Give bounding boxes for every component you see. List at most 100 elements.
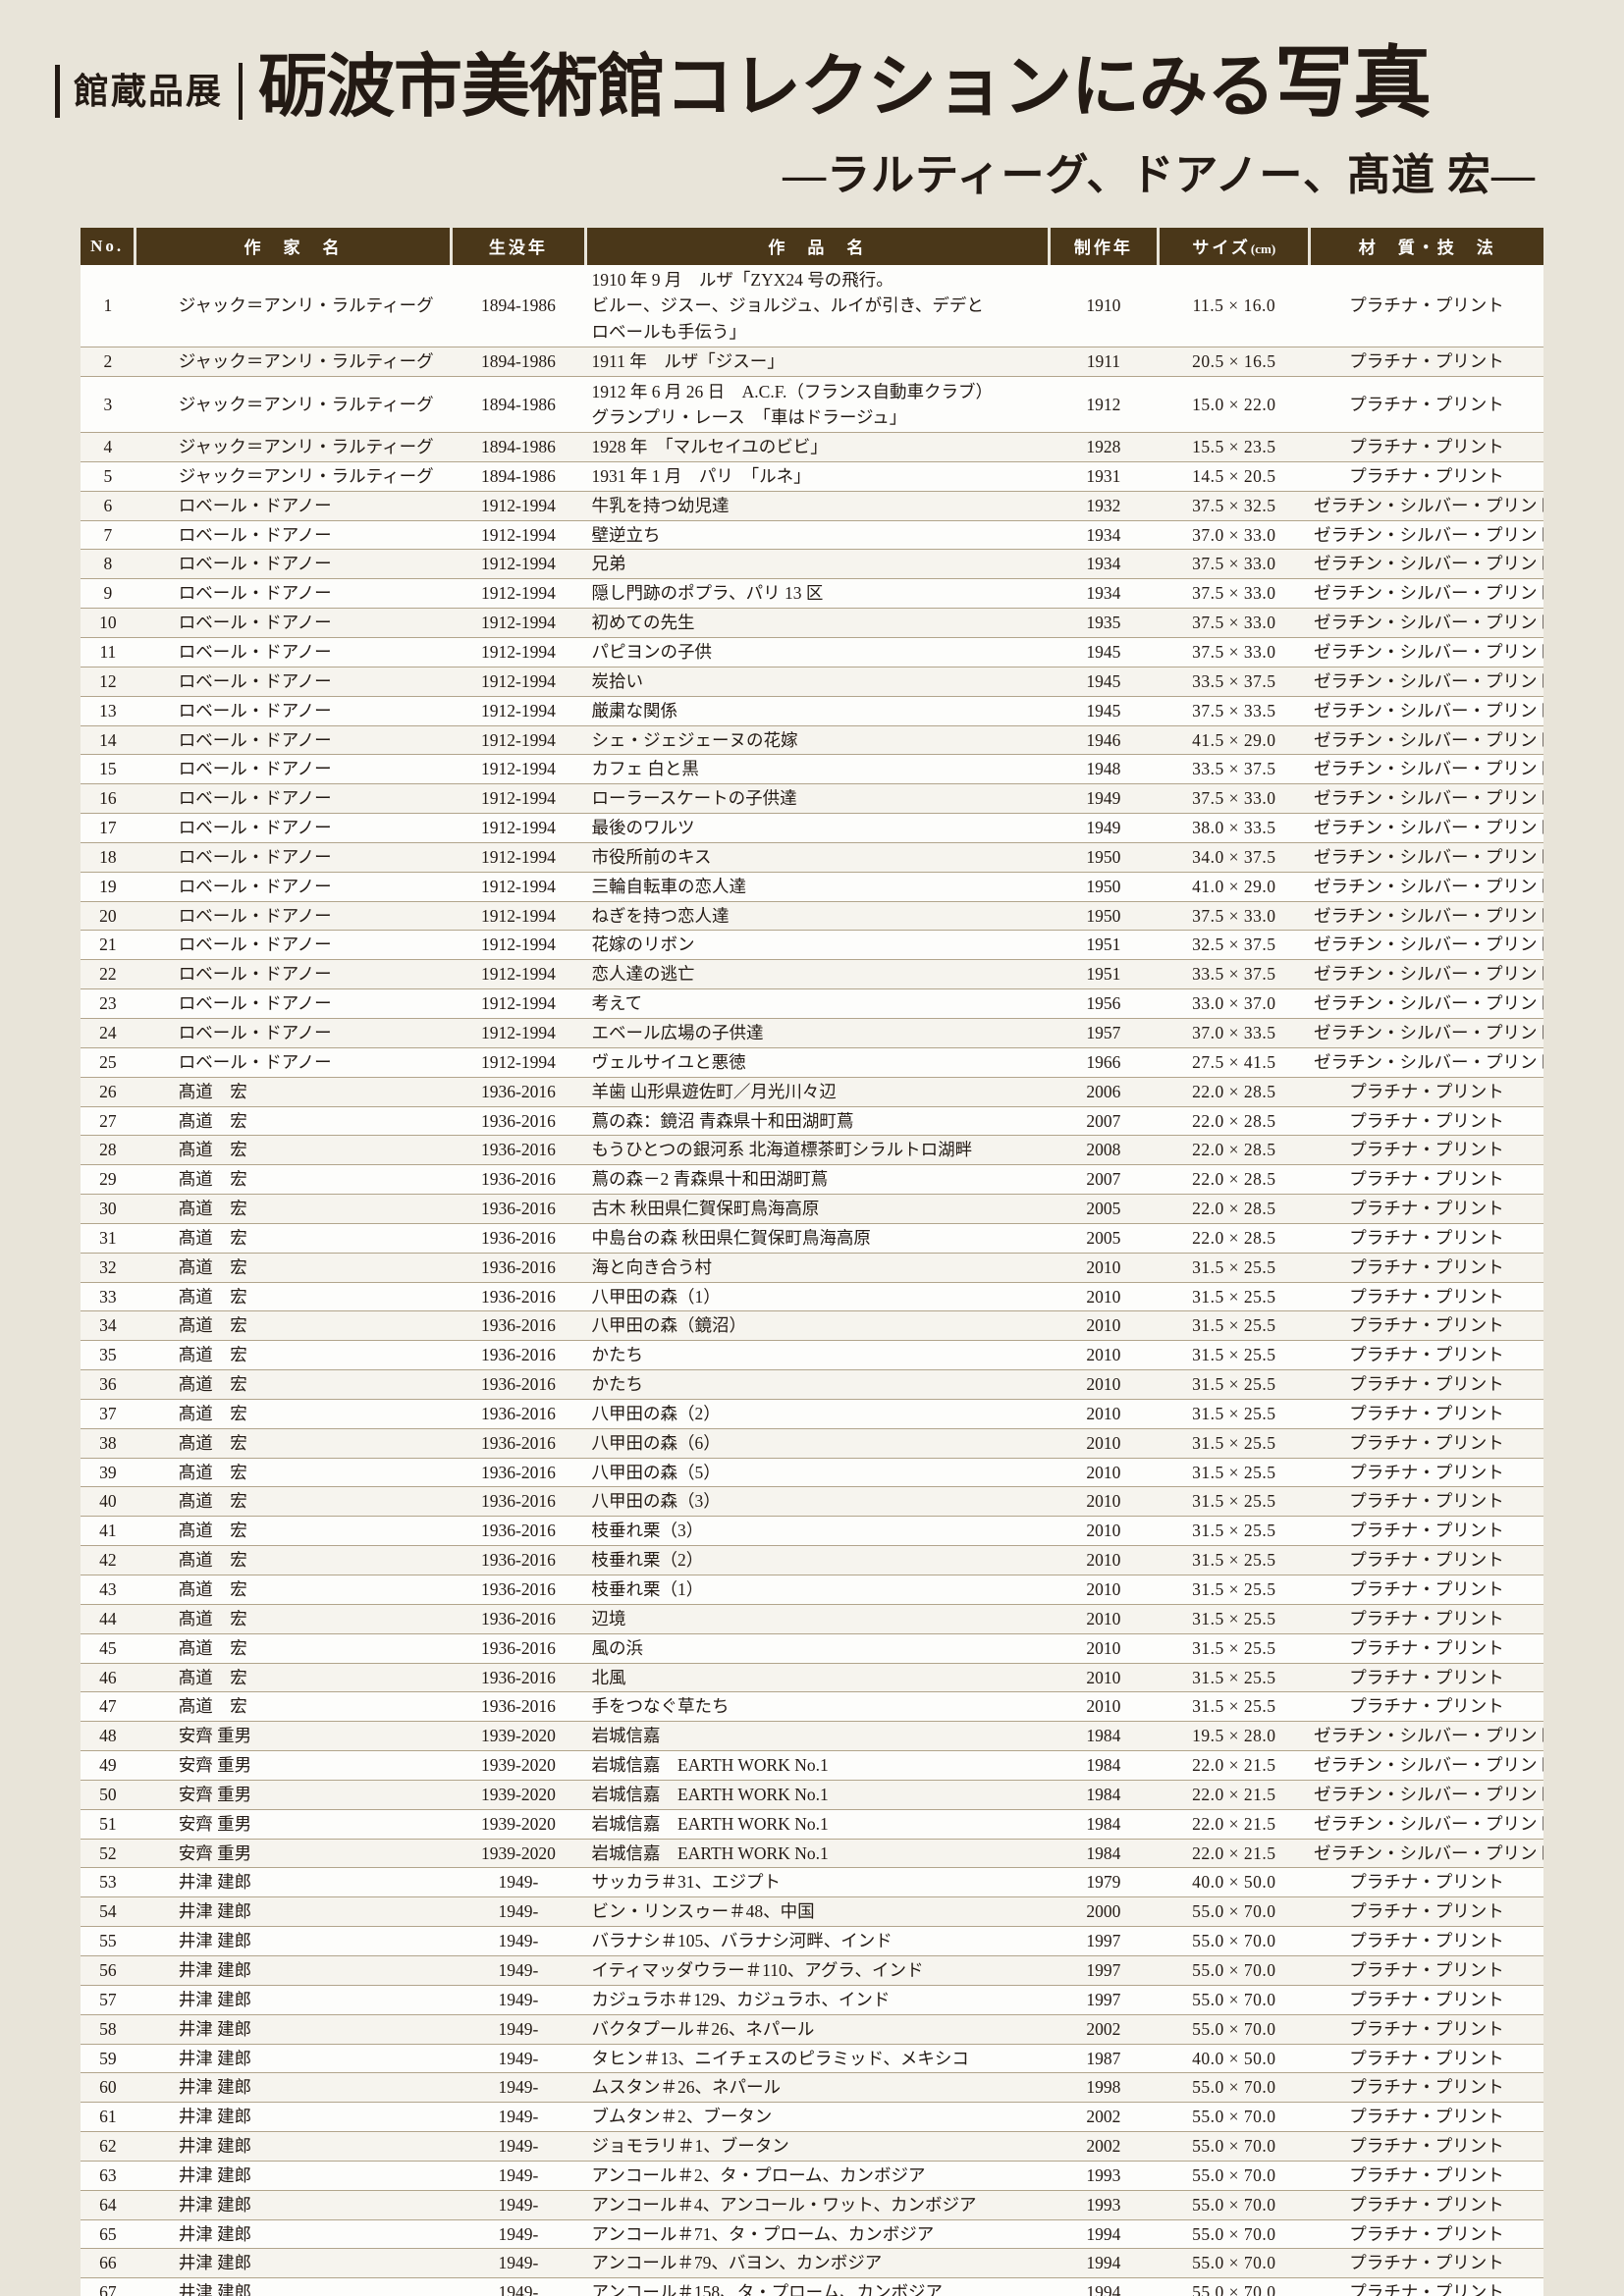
cell-artwork-size: 33.5 × 37.5	[1158, 667, 1310, 697]
cell-artist-name: 髙道 宏	[135, 1310, 452, 1342]
cell-artwork-size: 31.5 × 25.5	[1158, 1691, 1310, 1723]
cell-material-technique: ゼラチン・シルバー・プリント	[1309, 959, 1543, 990]
cell-artwork-title: 考えて	[585, 988, 1050, 1019]
cell-artwork-size: 33.5 × 37.5	[1158, 754, 1310, 785]
cell-material-technique: ゼラチン・シルバー・プリント	[1309, 1018, 1543, 1048]
cell-artwork-size: 38.0 × 33.5	[1158, 813, 1310, 843]
cell-material-technique: プラチナ・プリント	[1309, 1310, 1543, 1342]
cell-artwork-title: 北風	[585, 1663, 1050, 1693]
cell-row-number: 28	[81, 1135, 135, 1166]
table-row: 24 ロベール・ドアノー 1912-1994 エベール広場の子供達 1957 37.0 ×…	[81, 1018, 1543, 1048]
cell-artwork-title: 1911 年 ルザ「ジスー」	[585, 347, 1050, 377]
cell-material-technique: プラチナ・プリント	[1309, 1691, 1543, 1723]
cell-artist-name: 井津 建郎	[135, 2044, 452, 2074]
cell-production-year: 2002	[1049, 2102, 1159, 2133]
cell-artwork-size: 55.0 × 70.0	[1158, 1985, 1310, 2015]
cell-row-number: 45	[81, 1633, 135, 1664]
cell-artwork-size: 37.5 × 33.0	[1158, 549, 1310, 580]
table-row: 46 髙道 宏 1936-2016 北風 2010 31.5 × 25.5 プラチナ・プリン…	[81, 1663, 1543, 1693]
cell-row-number: 19	[81, 872, 135, 902]
cell-row-number: 35	[81, 1340, 135, 1371]
cell-production-year: 1984	[1049, 1750, 1159, 1781]
cell-artwork-title: 1910 年 9 月 ルザ「ZYX24 号の飛行。 ビルー、ジスー、ジョルジュ、ル…	[585, 265, 1050, 347]
cell-artwork-title: 市役所前のキス	[585, 842, 1050, 873]
title-line: 館蔵品展 砺波市美術館コレクションにみる写真	[55, 45, 1569, 124]
cell-artwork-title: かたち	[585, 1340, 1050, 1371]
cell-artist-life-years: 1936-2016	[451, 1194, 586, 1224]
column-header-years: 生没年	[451, 228, 588, 265]
cell-production-year: 1951	[1049, 959, 1159, 990]
cell-material-technique: プラチナ・プリント	[1309, 1663, 1543, 1693]
cell-artist-life-years: 1936-2016	[451, 1633, 586, 1664]
table-row: 13 ロベール・ドアノー 1912-1994 厳粛な関係 1945 37.5 × 33.5…	[81, 696, 1543, 726]
table-row: 55 井津 建郎 1949- バラナシ＃105、バラナシ河畔、インド 1997 55.0 …	[81, 1926, 1543, 1956]
cell-production-year: 1935	[1049, 608, 1159, 638]
cell-production-year: 2010	[1049, 1604, 1159, 1634]
cell-production-year: 1910	[1049, 265, 1159, 347]
cell-artwork-title: 蔦の森：鏡沼 青森県十和田湖町蔦	[585, 1106, 1050, 1137]
cell-production-year: 2005	[1049, 1223, 1159, 1254]
column-header-size: サイズ(cm)	[1158, 228, 1312, 265]
cell-production-year: 1911	[1049, 347, 1159, 377]
cell-artist-life-years: 1936-2016	[451, 1428, 586, 1459]
cell-artist-life-years: 1936-2016	[451, 1663, 586, 1693]
cell-material-technique: ゼラチン・シルバー・プリント	[1309, 901, 1543, 932]
cell-artwork-size: 22.0 × 28.5	[1158, 1106, 1310, 1137]
cell-production-year: 2002	[1049, 2014, 1159, 2045]
cell-artwork-title: 花嫁のリボン	[585, 930, 1050, 961]
cell-artist-name: ロベール・ドアノー	[135, 725, 452, 756]
cell-artist-life-years: 1949-	[451, 1955, 586, 1986]
cell-artwork-size: 22.0 × 28.5	[1158, 1077, 1310, 1107]
cell-production-year: 2010	[1049, 1545, 1159, 1575]
cell-artwork-size: 55.0 × 70.0	[1158, 2161, 1310, 2191]
cell-artwork-title: 恋人達の逃亡	[585, 959, 1050, 990]
cell-artist-name: ジャック＝アンリ・ラルティーグ	[135, 265, 452, 347]
cell-artwork-title: アンコール＃79、バヨン、カンボジア	[585, 2248, 1050, 2279]
cell-artist-life-years: 1936-2016	[451, 1691, 586, 1723]
cell-artist-name: 髙道 宏	[135, 1691, 452, 1723]
cell-material-technique: プラチナ・プリント	[1309, 1516, 1543, 1547]
cell-artwork-title: タヒン＃13、ニイチェスのピラミッド、メキシコ	[585, 2044, 1050, 2074]
cell-artist-name: 井津 建郎	[135, 1926, 452, 1956]
cell-row-number: 17	[81, 813, 135, 843]
cell-artwork-title: 炭拾い	[585, 667, 1050, 697]
cell-material-technique: ゼラチン・シルバー・プリント	[1309, 1721, 1543, 1752]
cell-artwork-title: 壁逆立ち	[585, 520, 1050, 551]
cell-material-technique: プラチナ・プリント	[1309, 1458, 1543, 1488]
cell-artwork-title: 海と向き合う村	[585, 1253, 1050, 1283]
cell-production-year: 2006	[1049, 1077, 1159, 1107]
cell-material-technique: ゼラチン・シルバー・プリント	[1309, 1047, 1543, 1078]
cell-artist-name: 髙道 宏	[135, 1604, 452, 1634]
table-row: 67 井津 建郎 1949- アンコール＃158、タ・プローム、カンボジア 1994 55…	[81, 2277, 1543, 2296]
cell-artwork-title: サッカラ＃31、エジプト	[585, 1867, 1050, 1898]
table-row: 44 髙道 宏 1936-2016 辺境 2010 31.5 × 25.5 プラチナ・プリン…	[81, 1604, 1543, 1634]
cell-artist-life-years: 1912-1994	[451, 549, 586, 580]
cell-artist-life-years: 1912-1994	[451, 637, 586, 667]
cell-row-number: 32	[81, 1253, 135, 1283]
cell-production-year: 1966	[1049, 1047, 1159, 1078]
cell-artist-life-years: 1936-2016	[451, 1516, 586, 1547]
cell-artist-life-years: 1912-1994	[451, 783, 586, 815]
table-row: 29 髙道 宏 1936-2016 蔦の森－2 青森県十和田湖町蔦 2007 22.0 ×…	[81, 1164, 1543, 1196]
cell-row-number: 50	[81, 1780, 135, 1810]
cell-artist-life-years: 1936-2016	[451, 1369, 586, 1400]
cell-artwork-title: 岩城信嘉 EARTH WORK No.1	[585, 1750, 1050, 1781]
cell-artwork-size: 37.5 × 33.0	[1158, 901, 1310, 932]
cell-material-technique: プラチナ・プリント	[1309, 1369, 1543, 1400]
cell-artwork-size: 31.5 × 25.5	[1158, 1604, 1310, 1634]
cell-artist-life-years: 1949-	[451, 1985, 586, 2015]
cell-row-number: 26	[81, 1077, 135, 1107]
cell-artist-name: ジャック＝アンリ・ラルティーグ	[135, 432, 452, 462]
table-row: 47 髙道 宏 1936-2016 手をつなぐ草たち 2010 31.5 × 25.5 プラ…	[81, 1691, 1543, 1723]
cell-row-number: 6	[81, 491, 135, 521]
cell-artist-life-years: 1949-	[451, 2161, 586, 2191]
cell-artwork-title: 羊歯 山形県遊佐町／月光川々辺	[585, 1077, 1050, 1107]
page-title-accent: 写真	[1274, 41, 1433, 128]
table-row: 40 髙道 宏 1936-2016 八甲田の森（3） 2010 31.5 × 25.5 プラ…	[81, 1486, 1543, 1518]
cell-artwork-size: 55.0 × 70.0	[1158, 1926, 1310, 1956]
cell-artwork-title: ヴェルサイユと悪徳	[585, 1047, 1050, 1078]
cell-artist-life-years: 1936-2016	[451, 1106, 586, 1137]
cell-artist-name: ロベール・ドアノー	[135, 696, 452, 726]
cell-production-year: 1994	[1049, 2219, 1159, 2250]
